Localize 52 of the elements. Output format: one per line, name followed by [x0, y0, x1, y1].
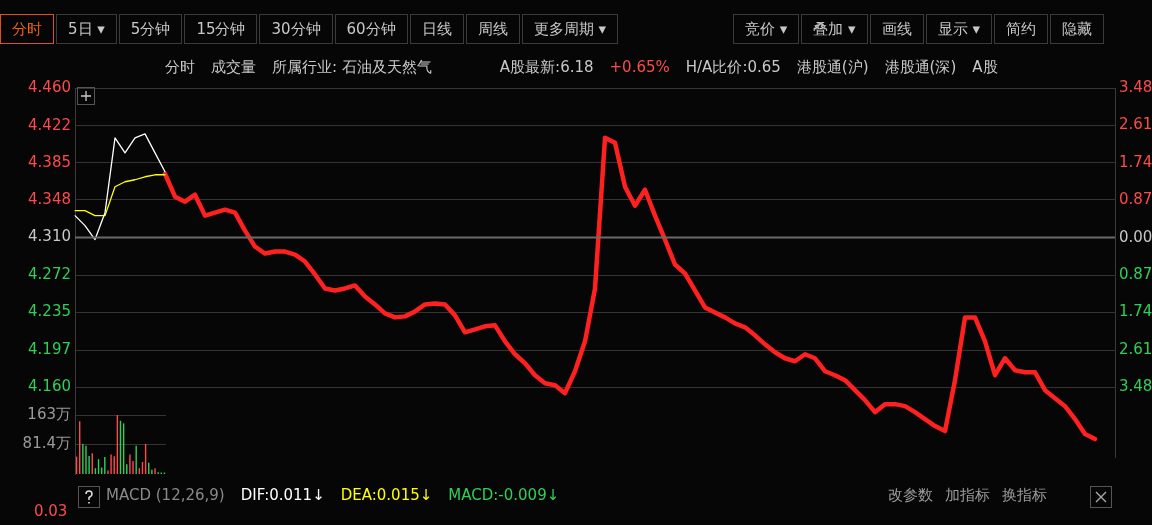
text: DEA:0.015↓ [340, 486, 433, 504]
text: 30分钟 [259, 14, 333, 44]
text: 周线 [465, 14, 520, 44]
text: 港股通(深) [884, 58, 957, 77]
text: H/A比价:0.65 [685, 58, 781, 77]
text: 隐藏 [1049, 14, 1104, 44]
y2-tick-label: 1.74 [1119, 152, 1152, 171]
y2-tick-label: 0.87 [1119, 190, 1152, 209]
y-tick-label: 4.160 [28, 377, 71, 396]
text: A股最新:6.18 [499, 58, 594, 77]
text: MACD (12,26,9) [106, 486, 225, 504]
text: +0.65% [609, 58, 670, 77]
text: MACD:-0.009↓ [448, 486, 560, 504]
text: 5分钟 [118, 14, 183, 44]
text: 竞价 ▾ [733, 14, 800, 44]
y-tick-label: 4.460 [28, 77, 71, 96]
text: 叠加 ▾ [801, 14, 868, 44]
text: 分时 [165, 58, 195, 77]
text: 15分钟 [184, 14, 258, 44]
y-tick-label: 81.4万 [22, 434, 71, 453]
text: 换指标 [1002, 486, 1047, 505]
y2-tick-label: 0.00 [1119, 227, 1152, 246]
text: DIF:0.011↓ [240, 486, 325, 504]
y-tick-label: 4.385 [28, 152, 71, 171]
text: 5日 ▾ [56, 14, 117, 44]
text: 港股通(沪) [796, 58, 869, 77]
text: 60分钟 [334, 14, 408, 44]
y-tick-label: 4.348 [28, 189, 71, 208]
text: 改参数 [888, 486, 933, 505]
text: 成交量 [211, 58, 256, 77]
y-tick-label: 4.197 [28, 340, 71, 359]
y2-tick-label: 1.74 [1119, 302, 1152, 321]
text: 画线 [869, 14, 924, 44]
text: 所属行业: 石油及天然气 [272, 58, 432, 77]
y2-tick-label: 3.48 [1119, 77, 1152, 96]
y-tick-label: 4.235 [28, 302, 71, 321]
y-tick-label: 4.310 [28, 227, 71, 246]
text: 加指标 [945, 486, 990, 505]
y2-tick-label: 2.61 [1119, 115, 1152, 134]
y2-tick-label: 2.61 [1119, 339, 1152, 358]
text: 显示 ▾ [925, 14, 992, 44]
y-tick-label: 163万 [27, 404, 71, 423]
text: 分时 [0, 14, 54, 44]
y-tick-label: 4.272 [28, 265, 71, 284]
y2-tick-label: 0.87 [1119, 264, 1152, 283]
text: 简约 [993, 14, 1048, 44]
text: 日线 [409, 14, 464, 44]
y-tick-label: 4.422 [28, 115, 71, 134]
text: A股 [972, 58, 998, 77]
text: 更多周期 ▾ [521, 14, 618, 44]
y2-tick-label: 3.48 [1119, 377, 1152, 396]
text: 0.03 [34, 502, 68, 520]
